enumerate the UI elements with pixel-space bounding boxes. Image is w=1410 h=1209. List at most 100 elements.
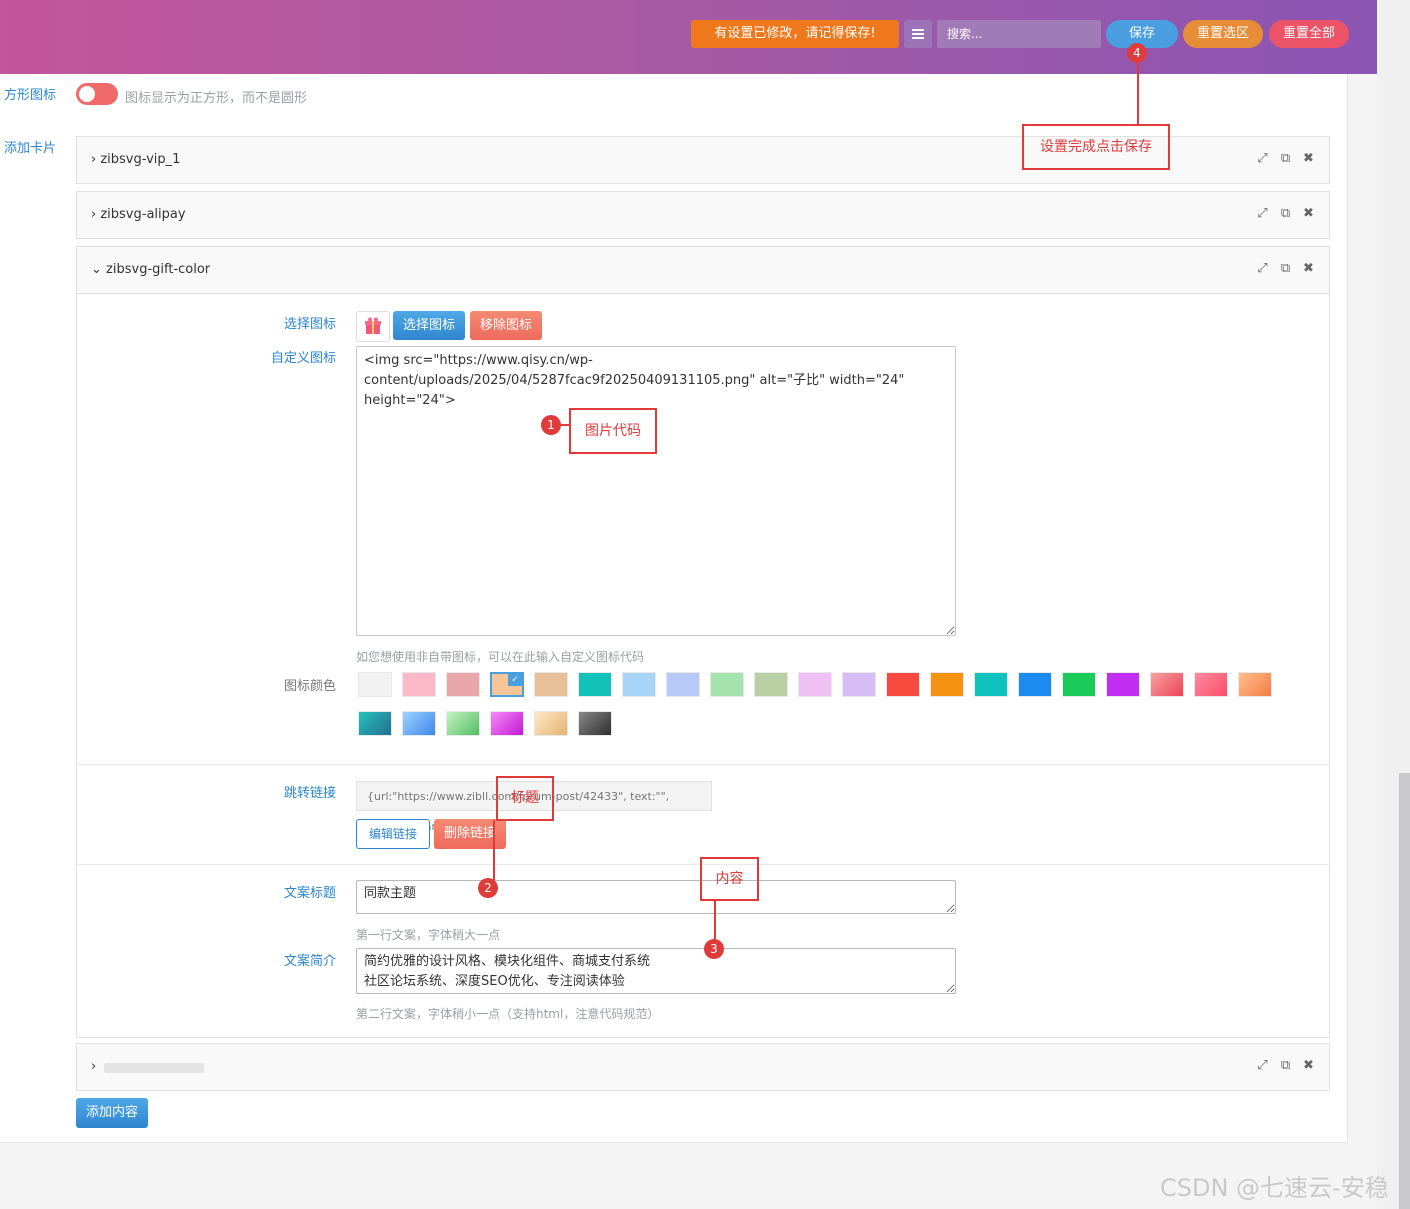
divider (77, 764, 1329, 765)
reset-section-button[interactable]: 重置选区 (1183, 20, 1263, 48)
copy-desc-label: 文案简介 (283, 954, 336, 969)
card-header[interactable]: › zibsvg-vip_1 ⤢ ⧉ ✖ (76, 136, 1330, 184)
annotation-marker: 3 (704, 939, 724, 959)
color-swatch[interactable] (490, 711, 524, 736)
scrollbar-thumb[interactable] (1399, 773, 1410, 1209)
expand-icon[interactable]: ⤢ (1257, 1058, 1268, 1073)
annotation-label: 内容 (700, 857, 759, 901)
expand-icon[interactable]: ⤢ (1257, 261, 1268, 276)
color-swatch[interactable] (578, 711, 612, 736)
close-icon[interactable]: ✖ (1303, 261, 1314, 276)
annotation-label: 标题 (496, 776, 554, 821)
card-title: › zibsvg-alipay (91, 207, 186, 222)
square-icon-hint: 图标显示为正方形，而不是圆形 (125, 91, 308, 106)
color-swatch[interactable] (578, 672, 612, 697)
annotation-marker: 4 (1127, 43, 1147, 63)
color-swatch[interactable] (754, 672, 788, 697)
add-content-button[interactable]: 添加内容 (76, 1098, 148, 1128)
copy-icon[interactable]: ⧉ (1280, 151, 1291, 166)
check-icon: ✓ (508, 674, 522, 686)
square-icon-label: 方形图标 (4, 88, 57, 103)
add-card-label: 添加卡片 (4, 141, 57, 156)
color-swatch[interactable] (1018, 672, 1052, 697)
color-swatch[interactable] (842, 672, 876, 697)
annotation-connector (561, 424, 570, 426)
chevron-right-icon: › (91, 1059, 97, 1074)
copy-title-hint: 第一行文案，字体稍大一点 (356, 928, 501, 942)
menu-icon (912, 29, 924, 31)
copy-desc-hint: 第二行文案，字体稍小一点（支持html，注意代码规范） (356, 1007, 660, 1021)
color-swatch[interactable] (622, 672, 656, 697)
card-header[interactable]: › zibsvg-alipay ⤢ ⧉ ✖ (76, 191, 1330, 239)
expand-icon[interactable]: ⤢ (1257, 151, 1268, 166)
menu-toggle-button[interactable] (904, 20, 932, 48)
color-swatch[interactable] (446, 711, 480, 736)
chevron-right-icon: › (91, 207, 97, 222)
copy-icon[interactable]: ⧉ (1280, 1058, 1291, 1073)
card-title: › (91, 1059, 96, 1074)
color-swatch[interactable] (402, 711, 436, 736)
annotation-marker: 1 (541, 415, 561, 435)
card-title-placeholder (104, 1063, 204, 1073)
choose-icon-button[interactable]: 选择图标 (393, 311, 465, 340)
chevron-right-icon: › (91, 152, 97, 167)
color-swatch[interactable] (798, 672, 832, 697)
annotation-marker: 2 (478, 878, 498, 898)
square-icon-toggle[interactable] (76, 83, 118, 105)
color-swatch[interactable] (1194, 672, 1228, 697)
color-swatch[interactable] (886, 672, 920, 697)
color-swatch[interactable] (534, 672, 568, 697)
card-header[interactable]: ⌄ zibsvg-gift-color ⤢ ⧉ ✖ (76, 246, 1330, 294)
annotation-connector (714, 900, 716, 940)
close-icon[interactable]: ✖ (1303, 206, 1314, 221)
close-icon[interactable]: ✖ (1303, 151, 1314, 166)
color-swatch[interactable]: ✓ (490, 672, 524, 697)
color-swatch[interactable] (402, 672, 436, 697)
card-header[interactable]: › ⤢ ⧉ ✖ (76, 1043, 1330, 1091)
choose-icon-label: 选择图标 (283, 317, 336, 332)
copy-title-textarea[interactable] (356, 880, 956, 914)
annotation-label: 设置完成点击保存 (1022, 124, 1170, 170)
save-button[interactable]: 保存 (1106, 20, 1178, 48)
custom-icon-textarea[interactable] (356, 346, 956, 636)
delete-link-button[interactable]: 删除链接 (434, 819, 506, 849)
annotation-connector (493, 820, 495, 880)
color-swatch[interactable] (1150, 672, 1184, 697)
custom-icon-label: 自定义图标 (270, 351, 336, 366)
color-swatch[interactable] (1238, 672, 1272, 697)
copy-title-label: 文案标题 (283, 886, 336, 901)
watermark: CSDN @七速云-安稳 (1160, 1174, 1389, 1202)
copy-icon[interactable]: ⧉ (1280, 261, 1291, 276)
search-input[interactable] (937, 20, 1101, 48)
color-swatch[interactable] (710, 672, 744, 697)
expand-icon[interactable]: ⤢ (1257, 206, 1268, 221)
color-swatch[interactable] (974, 672, 1008, 697)
color-swatch[interactable] (930, 672, 964, 697)
copy-desc-textarea[interactable] (356, 948, 956, 994)
color-swatch[interactable] (1062, 672, 1096, 697)
menu-icon-line (912, 33, 924, 35)
edit-link-button[interactable]: 编辑链接 (356, 819, 430, 849)
card-title: ⌄ zibsvg-gift-color (91, 262, 211, 277)
color-swatch[interactable] (666, 672, 700, 697)
gift-icon (365, 317, 381, 334)
chevron-down-icon: ⌄ (91, 262, 102, 277)
annotation-label: 图片代码 (569, 408, 657, 454)
color-swatch[interactable] (534, 711, 568, 736)
color-swatch[interactable] (1106, 672, 1140, 697)
card-title: › zibsvg-vip_1 (91, 152, 181, 167)
close-icon[interactable]: ✖ (1303, 1058, 1314, 1073)
jump-link-label: 跳转链接 (283, 786, 336, 801)
color-swatch[interactable] (446, 672, 480, 697)
color-swatch[interactable] (358, 672, 392, 697)
annotation-connector (1137, 61, 1139, 125)
remove-icon-button[interactable]: 移除图标 (470, 311, 542, 340)
toggle-knob (79, 86, 95, 102)
icon-color-label: 图标颜色 (283, 679, 336, 694)
menu-icon-line (912, 37, 924, 39)
divider (77, 864, 1329, 865)
color-swatch[interactable] (358, 711, 392, 736)
unsaved-notice: 有设置已修改，请记得保存! (691, 20, 899, 48)
reset-all-button[interactable]: 重置全部 (1269, 20, 1349, 48)
copy-icon[interactable]: ⧉ (1280, 206, 1291, 221)
